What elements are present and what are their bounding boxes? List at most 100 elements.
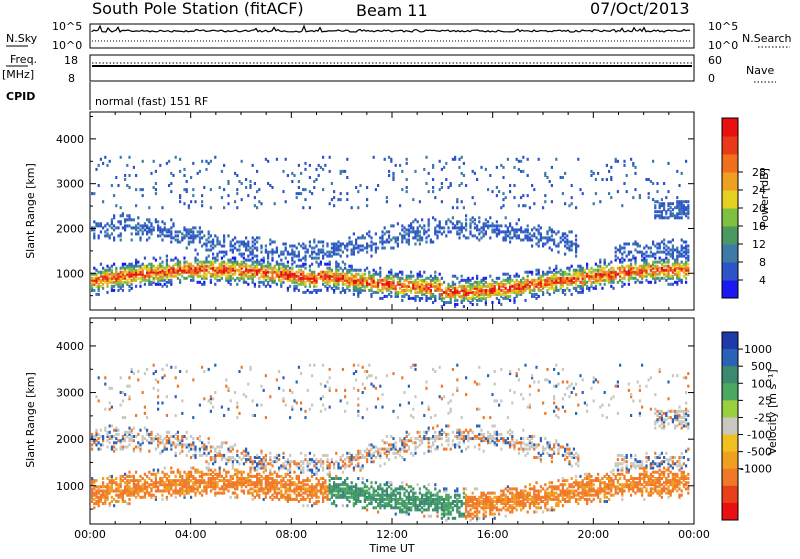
heatmap-cell xyxy=(403,226,405,229)
heatmap-cell xyxy=(113,236,115,239)
heatmap-cell xyxy=(126,502,128,505)
heatmap-cell xyxy=(505,287,507,290)
heatmap-cell xyxy=(117,273,119,276)
heatmap-cell xyxy=(122,490,124,493)
heatmap-cell xyxy=(406,293,408,296)
heatmap-cell xyxy=(615,259,617,262)
heatmap-cell xyxy=(234,496,236,499)
heatmap-cell xyxy=(247,283,249,286)
heatmap-cell xyxy=(676,271,678,274)
heatmap-cell xyxy=(157,481,159,484)
heatmap-cell xyxy=(406,186,408,189)
heatmap-cell xyxy=(155,378,157,381)
heatmap-cell xyxy=(216,259,218,262)
heatmap-cell xyxy=(280,475,282,478)
heatmap-cell xyxy=(126,385,128,388)
heatmap-cell xyxy=(115,487,117,490)
heatmap-cell xyxy=(544,200,546,203)
heatmap-cell xyxy=(126,184,128,187)
heatmap-cell xyxy=(172,222,174,225)
heatmap-cell xyxy=(161,494,163,497)
heatmap-cell xyxy=(320,249,322,252)
heatmap-cell xyxy=(551,166,553,169)
heatmap-cell xyxy=(397,273,399,276)
heatmap-cell xyxy=(494,224,496,227)
heatmap-cell xyxy=(216,446,218,449)
heatmap-cell xyxy=(210,490,212,493)
heatmap-cell xyxy=(452,158,454,161)
heatmap-cell xyxy=(144,275,146,278)
heatmap-cell xyxy=(527,275,529,278)
heatmap-cell xyxy=(146,218,148,221)
colorbar-swatch xyxy=(722,262,738,281)
heatmap-cell xyxy=(258,236,260,239)
heatmap-cell xyxy=(208,437,210,440)
heatmap-cell xyxy=(161,402,163,405)
heatmap-cell xyxy=(269,239,271,242)
heatmap-cell xyxy=(175,234,177,237)
heatmap-cell xyxy=(571,249,573,252)
heatmap-cell xyxy=(588,275,590,278)
heatmap-cell xyxy=(496,186,498,189)
heatmap-cell xyxy=(302,243,304,246)
heatmap-cell xyxy=(175,496,177,499)
heatmap-cell xyxy=(401,188,403,191)
heatmap-cell xyxy=(397,236,399,239)
heatmap-cell xyxy=(234,279,236,282)
heatmap-cell xyxy=(181,236,183,239)
heatmap-cell xyxy=(672,263,674,266)
heatmap-cell xyxy=(509,230,511,233)
nave-label: Nave xyxy=(746,64,774,77)
heatmap-cell xyxy=(502,204,504,207)
heatmap-cell xyxy=(340,198,342,201)
heatmap-cell xyxy=(139,281,141,284)
heatmap-cell xyxy=(392,236,394,239)
heatmap-cell xyxy=(496,277,498,280)
heatmap-cell xyxy=(124,500,126,503)
heatmap-cell xyxy=(502,283,504,286)
heatmap-cell xyxy=(269,184,271,187)
heatmap-cell xyxy=(524,299,526,302)
heatmap-cell xyxy=(527,174,529,177)
heatmap-cell xyxy=(188,275,190,278)
colorbar-swatch xyxy=(722,280,738,299)
heatmap-cell xyxy=(282,483,284,486)
heatmap-cell xyxy=(197,479,199,482)
heatmap-cell xyxy=(423,285,425,288)
heatmap-cell xyxy=(661,202,663,205)
heatmap-cell xyxy=(665,269,667,272)
heatmap-cell xyxy=(225,275,227,278)
heatmap-cell xyxy=(529,236,531,239)
heatmap-cell xyxy=(480,226,482,229)
heatmap-cell xyxy=(318,289,320,292)
heatmap-cell xyxy=(247,383,249,386)
heatmap-cell xyxy=(135,188,137,191)
heatmap-cell xyxy=(408,224,410,227)
heatmap-cell xyxy=(608,170,610,173)
heatmap-cell xyxy=(115,437,117,440)
heatmap-cell xyxy=(656,200,658,203)
heatmap-cell xyxy=(124,473,126,476)
heatmap-cell xyxy=(610,176,612,179)
heatmap-cell xyxy=(172,174,174,177)
heatmap-cell xyxy=(370,255,372,258)
heatmap-cell xyxy=(221,485,223,488)
heatmap-cell xyxy=(390,224,392,227)
heatmap-cell xyxy=(282,389,284,392)
heatmap-cell xyxy=(381,247,383,250)
heatmap-cell xyxy=(544,236,546,239)
heatmap-cell xyxy=(269,271,271,274)
heatmap-cell xyxy=(357,206,359,209)
heatmap-cell xyxy=(621,261,623,264)
heatmap-cell xyxy=(238,471,240,474)
heatmap-cell xyxy=(296,285,298,288)
heatmap-cell xyxy=(588,269,590,272)
heatmap-cell xyxy=(500,281,502,284)
heatmap-cell xyxy=(568,267,570,270)
heatmap-cell xyxy=(357,236,359,239)
heatmap-cell xyxy=(221,454,223,457)
heatmap-cell xyxy=(461,156,463,159)
heatmap-cell xyxy=(104,224,106,227)
heatmap-cell xyxy=(170,190,172,193)
